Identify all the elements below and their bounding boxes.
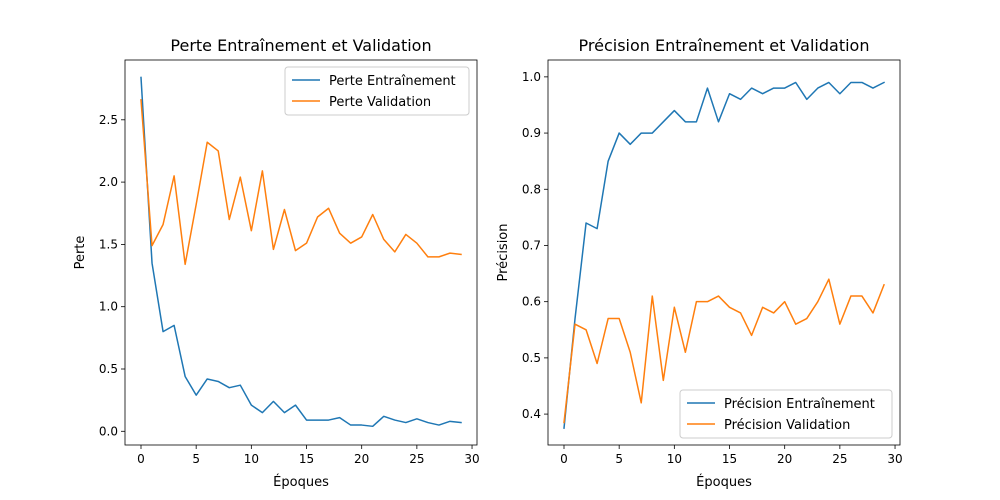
y-tick-label: 2.0 [99, 175, 118, 189]
x-tick-label: 25 [832, 452, 847, 466]
x-tick-label: 5 [615, 452, 623, 466]
legend-box [284, 66, 470, 116]
x-tick-label: 25 [409, 452, 424, 466]
x-tick-label: 10 [667, 452, 682, 466]
legend-label-2: Perte Validation [329, 95, 431, 110]
chart-panel-2: 0 5 10 15 20 25 30 0.4 0.5 0.6 0.7 0.8 0.9 1.0 Précisi… [496, 36, 903, 490]
x-tick-label: 20 [777, 452, 792, 466]
series-line-1 [140, 76, 462, 428]
legend: Précision Entraînement Précision Validati… [679, 389, 893, 439]
y-tick-label: 0.6 [522, 295, 541, 309]
x-axis-label: Époques [273, 474, 329, 490]
y-tick-label: 2.5 [99, 113, 118, 127]
legend-label-2: Précision Validation [724, 418, 850, 433]
x-tick-label: 30 [464, 452, 479, 466]
y-axis-label: Précision [496, 223, 511, 281]
x-tick-label: 15 [299, 452, 314, 466]
series-line-2 [563, 278, 885, 424]
x-tick-label: 5 [192, 452, 200, 466]
x-axis-label: Époques [696, 474, 752, 490]
legend-label-1: Perte Entraînement [329, 74, 456, 89]
legend: Perte Entraînement Perte Validation [284, 66, 470, 116]
series-line-1 [563, 81, 886, 429]
y-tick-label: 1.5 [99, 237, 118, 251]
y-tick-label: 1.0 [522, 70, 541, 84]
axes-frame [124, 59, 478, 446]
legend-box [679, 389, 893, 439]
x-tick-label: 0 [560, 452, 568, 466]
y-tick-label: 0.5 [522, 351, 541, 365]
y-tick-label: 0.5 [99, 362, 118, 376]
chart-title: Perte Entraînement et Validation [170, 36, 431, 55]
y-axis-label: Perte [73, 236, 88, 270]
chart-panel-1: 0 5 10 15 20 25 30 0.0 0.5 1.0 1.5 2.0 2.5 Perte Entr… [73, 36, 480, 490]
y-tick-label: 0.0 [99, 424, 118, 438]
y-tick-label: 1.0 [99, 300, 118, 314]
y-tick-label: 0.8 [522, 182, 541, 196]
x-tick-label: 10 [244, 452, 259, 466]
y-tick-label: 0.9 [522, 126, 541, 140]
legend-label-1: Précision Entraînement [724, 397, 875, 412]
axes-frame [547, 59, 901, 446]
y-tick-label: 0.4 [522, 407, 541, 421]
x-tick-label: 0 [137, 452, 145, 466]
x-tick-label: 15 [722, 452, 737, 466]
y-tick-label: 0.7 [522, 238, 541, 252]
series-line-2 [140, 99, 462, 266]
x-tick-label: 20 [354, 452, 369, 466]
chart-title: Précision Entraînement et Validation [579, 36, 870, 55]
x-tick-label: 30 [887, 452, 902, 466]
